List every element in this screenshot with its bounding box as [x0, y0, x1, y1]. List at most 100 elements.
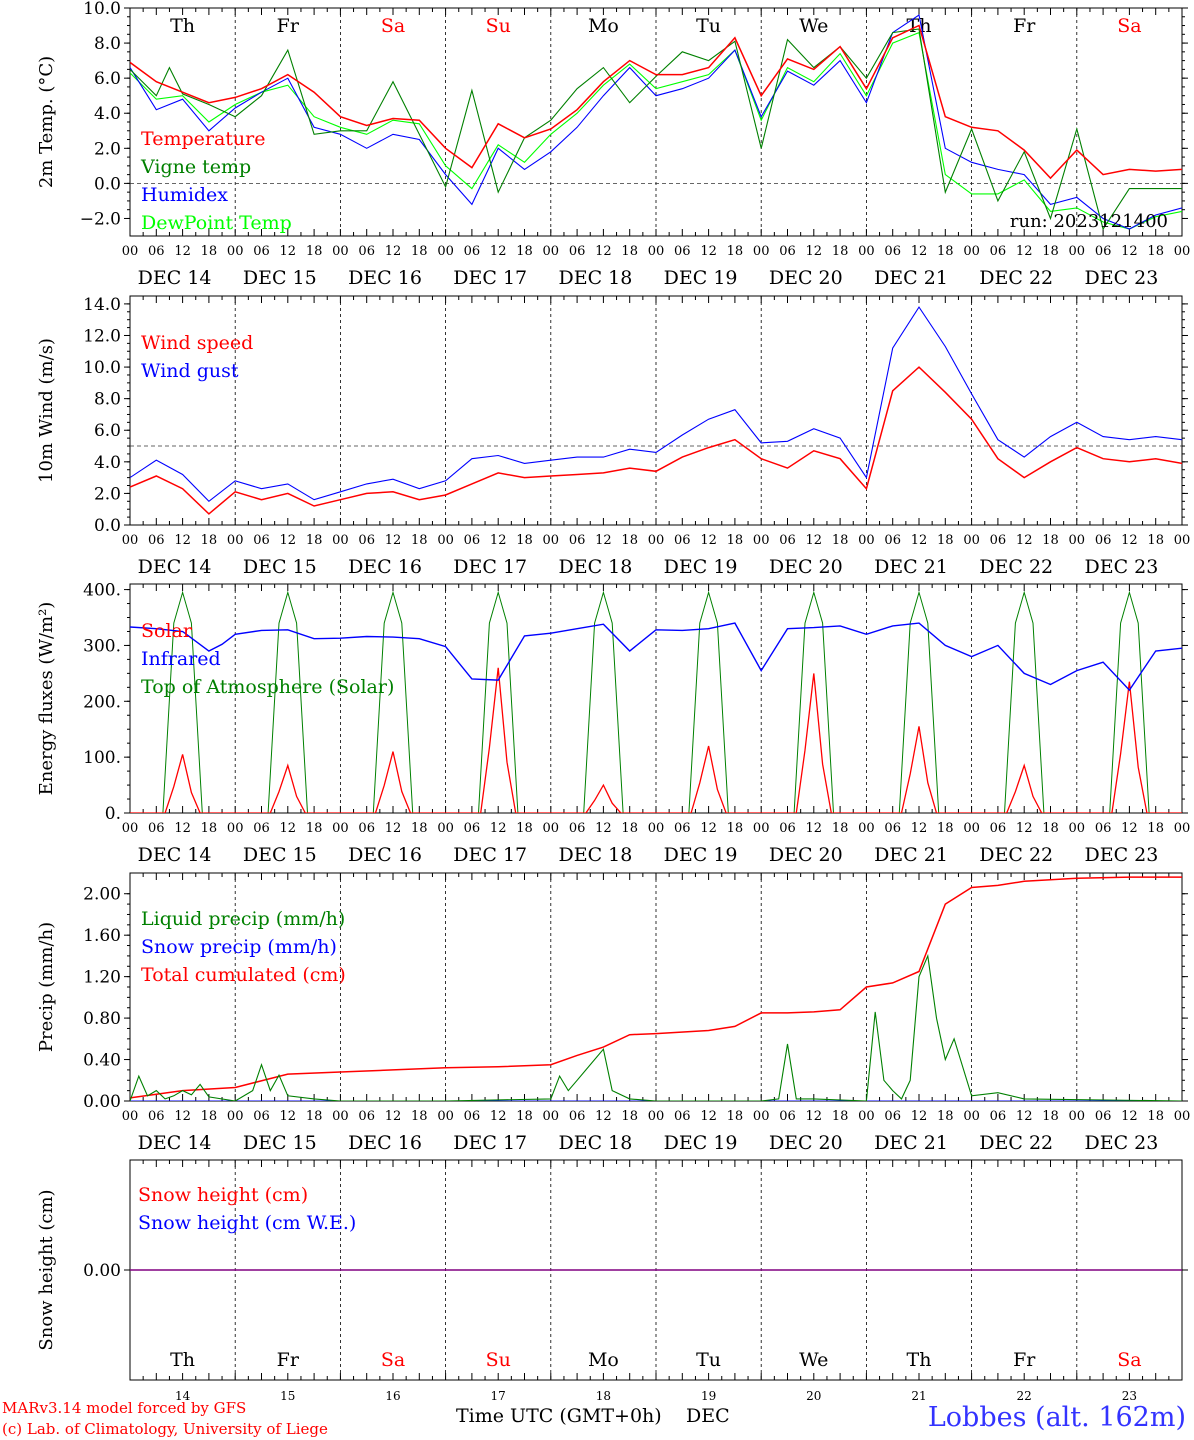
- hour-tick-label: 00: [543, 533, 560, 548]
- day-number-label: 23: [1122, 1389, 1137, 1403]
- hour-tick-label: 06: [358, 821, 375, 836]
- weekday-label: Sa: [381, 1349, 405, 1371]
- hour-tick-label: 18: [201, 821, 218, 836]
- hour-tick-label: 18: [727, 244, 744, 259]
- hour-tick-label: 18: [621, 533, 638, 548]
- date-label: DEC 14: [138, 1132, 212, 1154]
- y-tick-label: 0.00: [83, 1261, 121, 1281]
- hour-tick-label: 00: [227, 244, 244, 259]
- series-line-3: [130, 14, 1182, 230]
- hour-tick-label: 18: [1042, 244, 1059, 259]
- date-label: DEC 20: [769, 267, 843, 289]
- hour-tick-label: 12: [1016, 821, 1033, 836]
- hour-tick-label: 00: [858, 821, 875, 836]
- hour-tick-label: 12: [911, 1109, 928, 1124]
- date-label: DEC 16: [348, 1132, 422, 1154]
- date-label: DEC 18: [558, 1132, 632, 1154]
- hour-tick-label: 18: [727, 1109, 744, 1124]
- date-label: DEC 18: [558, 267, 632, 289]
- y-tick-label: 2.00: [83, 885, 121, 905]
- y-tick-label: 10.0: [83, 0, 121, 19]
- hour-tick-label: 06: [990, 821, 1007, 836]
- date-label: DEC 21: [874, 844, 948, 866]
- hour-tick-label: 06: [674, 533, 691, 548]
- legend-entry: Top of Atmosphere (Solar): [141, 676, 394, 698]
- hour-tick-label: 06: [1095, 244, 1112, 259]
- hour-tick-label: 18: [621, 821, 638, 836]
- hour-tick-label: 12: [700, 821, 717, 836]
- series-group: [130, 590, 1182, 813]
- date-label: DEC 19: [664, 844, 738, 866]
- chart-panel-5: 0.00 Snow height (cm) Th Fr Sa Su Mo Tu We Th Fr Sa…: [36, 1159, 1188, 1403]
- date-label: DEC 18: [558, 844, 632, 866]
- hour-tick-label: 00: [122, 821, 139, 836]
- hour-tick-label: 00: [227, 1109, 244, 1124]
- hour-tick-label: 00: [543, 821, 560, 836]
- hour-tick-label: 18: [937, 1109, 954, 1124]
- hour-tick-label: 12: [911, 533, 928, 548]
- hour-tick-label: 12: [490, 533, 507, 548]
- date-label: DEC 15: [243, 556, 317, 578]
- weekday-label: We: [799, 15, 828, 37]
- hour-tick-label: 18: [832, 533, 849, 548]
- hour-tick-label: 18: [727, 821, 744, 836]
- legend-entry: Solar: [141, 620, 193, 642]
- day-number-label: 14: [175, 1389, 191, 1403]
- series-line-3: [130, 876, 1182, 1099]
- y-axis-label: 2m Temp. (°C): [36, 56, 57, 188]
- hour-tick-label: 18: [411, 244, 428, 259]
- hour-tick-label: 18: [306, 1109, 323, 1124]
- date-label: DEC 21: [874, 556, 948, 578]
- weekday-label: Mo: [588, 15, 619, 37]
- hour-tick-label: 00: [543, 244, 560, 259]
- hour-tick-label: 18: [411, 533, 428, 548]
- hour-tick-label: 00: [858, 244, 875, 259]
- series-group: [130, 306, 1182, 515]
- y-tick-label: 8.0: [94, 390, 121, 410]
- hour-tick-label: 12: [490, 1109, 507, 1124]
- hour-tick-label: 12: [280, 533, 297, 548]
- hour-tick-label: 18: [516, 244, 533, 259]
- hour-tick-label: 06: [253, 821, 270, 836]
- hour-tick-label: 00: [437, 533, 454, 548]
- hour-tick-label: 06: [884, 821, 901, 836]
- weekday-label: Fr: [277, 1349, 300, 1371]
- hour-tick-label: 18: [1147, 244, 1164, 259]
- hour-tick-label: 06: [569, 1109, 586, 1124]
- hour-tick-label: 12: [1121, 1109, 1138, 1124]
- hour-tick-label: 18: [1147, 1109, 1164, 1124]
- day-number-label: 21: [911, 1389, 926, 1403]
- hour-tick-label: 06: [569, 533, 586, 548]
- y-tick-label: 2.0: [94, 139, 121, 159]
- hour-tick-label: 00: [332, 1109, 349, 1124]
- weekday-label: Th: [170, 1349, 195, 1371]
- hour-tick-label: 12: [174, 821, 191, 836]
- hour-tick-label: 00: [437, 244, 454, 259]
- day-number-label: 19: [701, 1389, 716, 1403]
- hour-tick-label: 00: [753, 533, 770, 548]
- infrared-line: [130, 622, 1182, 692]
- date-label: DEC 15: [243, 267, 317, 289]
- hour-tick-label: 12: [1121, 244, 1138, 259]
- hour-tick-label: 06: [674, 244, 691, 259]
- series-line-2: [130, 306, 1182, 503]
- hour-tick-label: 12: [1121, 533, 1138, 548]
- hour-tick-label: 18: [1147, 533, 1164, 548]
- hour-tick-label: 12: [1016, 244, 1033, 259]
- hour-tick-label: 06: [464, 821, 481, 836]
- legend-entry: Total cumulated (cm): [141, 964, 346, 986]
- weekday-label: Su: [486, 1349, 511, 1371]
- hour-tick-label: 12: [174, 533, 191, 548]
- hour-tick-label: 18: [411, 821, 428, 836]
- date-label: DEC 17: [453, 267, 527, 289]
- hour-tick-label: 00: [227, 821, 244, 836]
- hour-tick-label: 18: [727, 533, 744, 548]
- hour-tick-label: 00: [332, 821, 349, 836]
- hour-tick-label: 18: [306, 821, 323, 836]
- hour-tick-label: 00: [858, 533, 875, 548]
- hour-tick-label: 00: [648, 533, 665, 548]
- hour-tick-label: 18: [306, 533, 323, 548]
- date-label: DEC 14: [138, 556, 212, 578]
- series-line-1: [130, 953, 1182, 1101]
- y-tick-label: 100.: [83, 748, 121, 768]
